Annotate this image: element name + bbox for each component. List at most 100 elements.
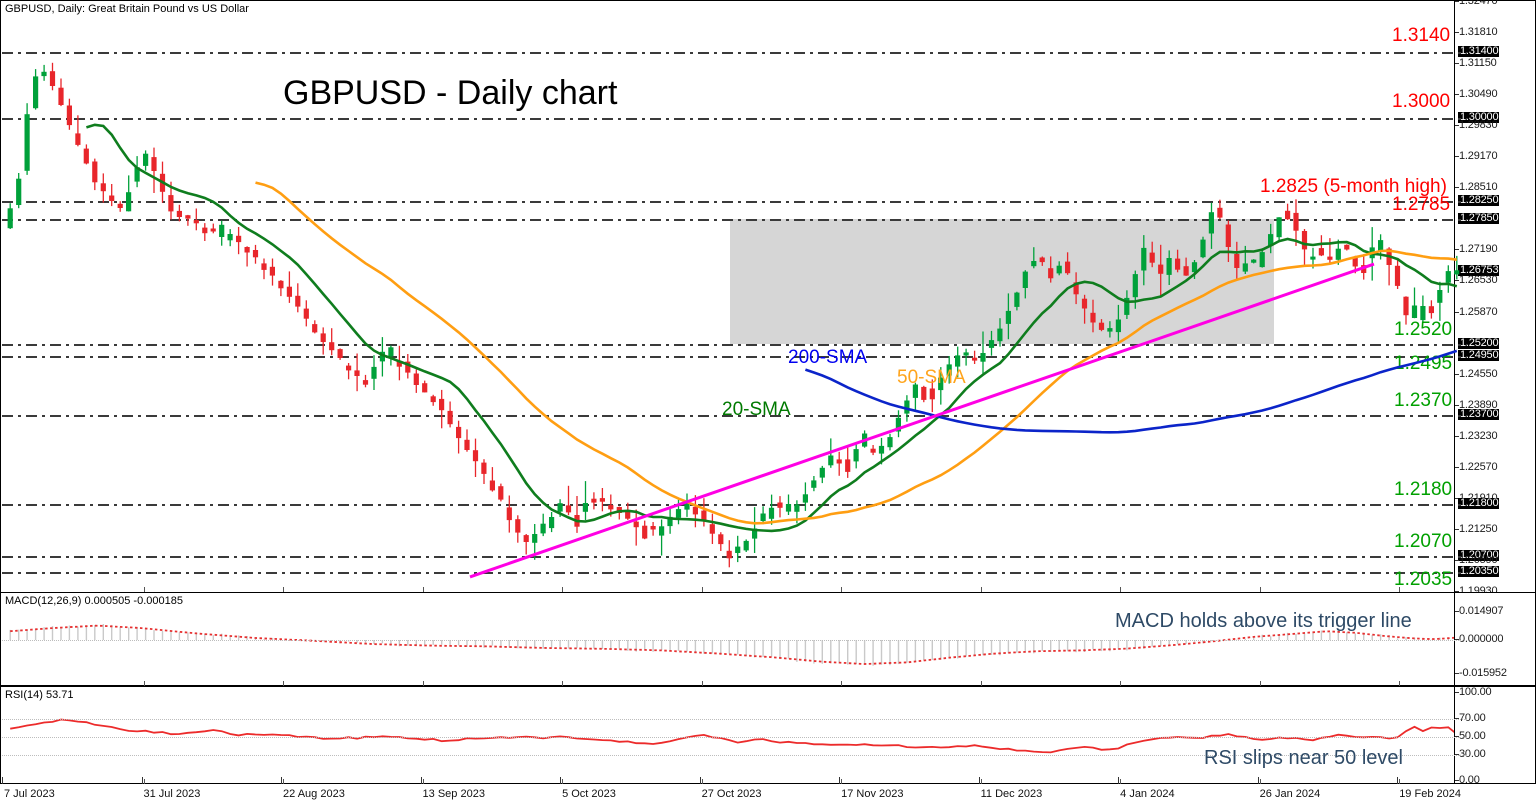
- annotation-50-sma: 50-SMA: [897, 367, 966, 388]
- rsi-guide-line: [2, 736, 1467, 738]
- time-gridline: [1120, 779, 1122, 784]
- time-gridline: [701, 587, 703, 592]
- date-tick-mark: [2, 777, 3, 784]
- date-tick-mark: [560, 777, 562, 784]
- annotation-rsi-note: RSI slips near 50 level: [1204, 747, 1403, 769]
- price-panel: GBPUSD, Daily: Great Britain Pound vs US…: [0, 0, 1536, 597]
- price-axis-tick: 1.31400: [1458, 45, 1500, 58]
- date-label: 17 Nov 2023: [841, 788, 904, 800]
- time-gridline: [1399, 779, 1401, 784]
- level-line: [2, 355, 1467, 358]
- macd-axis-tick: 0.000000: [1454, 633, 1504, 645]
- macd-label: MACD(12,26,9) 0.000505 -0.000185: [5, 595, 183, 607]
- time-gridline: [562, 587, 564, 592]
- price-axis-tick: 1.25870: [1454, 305, 1498, 318]
- time-gridline: [562, 681, 564, 686]
- level-label: 1.2520: [1394, 319, 1453, 341]
- time-gridline: [1399, 681, 1401, 686]
- time-gridline: [1259, 779, 1261, 784]
- rsi-axis-tick: 100.00: [1454, 685, 1492, 698]
- price-axis-tick: 1.30000: [1458, 111, 1500, 124]
- date-label: 13 Sep 2023: [422, 788, 485, 800]
- time-gridline: [1120, 587, 1122, 592]
- date-label: 7 Jul 2023: [4, 788, 55, 800]
- rsi-series: [10, 718, 1458, 754]
- price-axis-tick: 1.24550: [1454, 367, 1498, 380]
- level-line: [2, 52, 1467, 55]
- level-line: [2, 504, 1467, 507]
- date-label: 4 Jan 2024: [1120, 788, 1175, 800]
- price-axis-tick: 1.31150: [1455, 57, 1497, 70]
- level-line: [2, 572, 1467, 575]
- price-axis-tick: 1.23890: [1454, 398, 1498, 411]
- rsi-axis[interactable]: 100.00 70.00 50.00 30.00 0.00: [1454, 685, 1535, 786]
- time-gridline: [143, 779, 145, 784]
- symbol-header: GBPUSD, Daily: Great Britain Pound vs US…: [5, 3, 249, 15]
- price-axis-tick: 1.30490: [1454, 88, 1498, 101]
- price-axis-tick: 1.27850: [1458, 212, 1500, 225]
- time-gridline: [980, 779, 982, 784]
- time-gridline: [841, 587, 843, 592]
- price-axis-tick: 1.24950: [1458, 348, 1500, 361]
- moving-average-lines: [86, 123, 1458, 533]
- level-line: [2, 414, 1467, 417]
- price-plot-area: 1.3140 1.3000 1.2825 (5-month high) 1.2785 1…: [2, 2, 1467, 592]
- date-tick-mark: [1257, 777, 1259, 784]
- macd-series: [9, 624, 1458, 666]
- time-gridline: [701, 681, 703, 686]
- price-axis-tick: 1.31810: [1454, 26, 1498, 39]
- level-label: 1.2785: [1392, 194, 1451, 216]
- time-gridline: [283, 779, 285, 784]
- price-axis-tick: 1.20700: [1458, 548, 1500, 561]
- time-gridline: [1259, 681, 1261, 686]
- rsi-panel: RSI(14) 53.71 100.00 70.00 50.00 30.00 0.00: [0, 685, 1536, 786]
- date-label: 19 Feb 2024: [1399, 788, 1461, 800]
- level-label: 1.3140: [1392, 25, 1451, 47]
- price-axis-tick: 1.28510: [1454, 181, 1498, 194]
- level-line: [2, 555, 1467, 558]
- time-gridline: [143, 681, 145, 686]
- price-axis-tick: 1.20590: [1454, 553, 1498, 566]
- time-gridline: [841, 681, 843, 686]
- level-label: 1.2180: [1394, 479, 1453, 501]
- date-tick-mark: [281, 777, 283, 784]
- date-tick-mark: [1397, 777, 1399, 784]
- time-axis[interactable]: 7 Jul 2023 31 Jul 2023 22 Aug 2023 13 Sep 2…: [0, 777, 1536, 805]
- rsi-label: RSI(14) 53.71: [5, 689, 74, 701]
- trendline: [469, 262, 1375, 579]
- date-tick-mark: [699, 777, 701, 784]
- price-axis-tick: 1.29170: [1454, 150, 1498, 163]
- price-axis-tick: 1.32470: [1454, 0, 1498, 7]
- date-label: 11 Dec 2023: [980, 788, 1043, 800]
- date-tick-mark: [141, 777, 143, 784]
- time-gridline: [1120, 681, 1122, 686]
- rsi-plot-area: [2, 688, 1467, 784]
- price-axis[interactable]: 1.32470 1.31810 1.31400 1.31150 1.30490 1.300…: [1454, 0, 1535, 597]
- macd-axis-tick: 0.014907: [1454, 605, 1504, 617]
- level-line: [2, 118, 1467, 121]
- time-gridline: [1259, 587, 1261, 592]
- date-tick-mark: [978, 777, 980, 784]
- price-axis-tick: 1.26530: [1454, 274, 1498, 287]
- date-label: 31 Jul 2023: [143, 788, 201, 800]
- date-label: 26 Jan 2024: [1259, 788, 1321, 800]
- price-axis-tick: 1.23230: [1454, 429, 1498, 442]
- level-line: [2, 219, 1467, 222]
- date-label: 5 Oct 2023: [562, 788, 616, 800]
- rsi-axis-tick: 70.00: [1455, 712, 1486, 725]
- rsi-axis-tick: 50.00: [1455, 729, 1486, 742]
- price-axis-tick: 1.21800: [1458, 497, 1500, 510]
- level-line: [2, 200, 1467, 203]
- level-label: 1.3000: [1392, 91, 1451, 113]
- annotation-20-sma: 20-SMA: [722, 399, 791, 420]
- price-axis-tick: 1.29830: [1454, 119, 1498, 132]
- date-label: 22 Aug 2023: [283, 788, 345, 800]
- time-gridline: [283, 587, 285, 592]
- time-gridline: [422, 779, 424, 784]
- time-gridline: [980, 587, 982, 592]
- macd-panel: MACD(12,26,9) 0.000505 -0.000185 0.01490…: [0, 592, 1536, 686]
- date-tick-mark: [420, 777, 422, 784]
- date-tick-mark: [839, 777, 841, 784]
- macd-axis[interactable]: 0.014907 0.000000 -0.015952: [1454, 593, 1535, 685]
